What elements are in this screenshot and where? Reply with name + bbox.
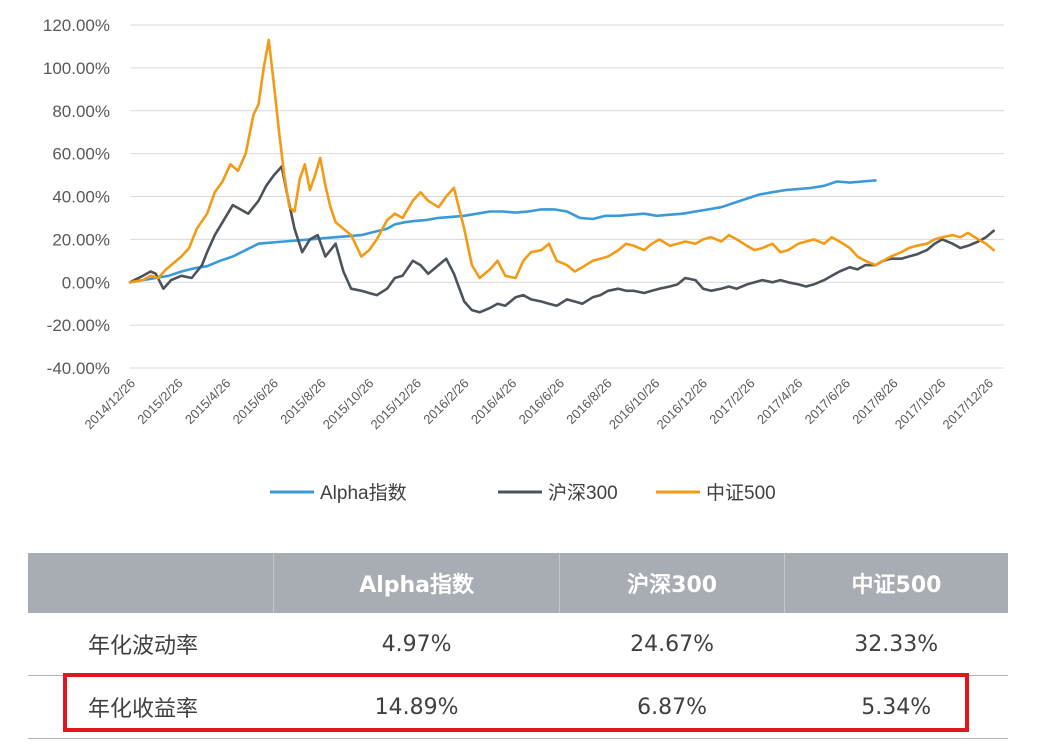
table-cell: 24.67%	[559, 613, 785, 676]
line-chart: 120.00% 100.00% 80.00% 60.00% 40.00% 20.00% 0.…	[43, 16, 1004, 504]
y-tick-label: -40.00%	[47, 359, 110, 378]
x-tick-label: 2015/2/26	[134, 376, 186, 428]
x-tick-label: 2016/4/26	[468, 376, 520, 428]
x-tick-label: 2015/4/26	[182, 376, 234, 428]
x-tick-label: 2015/6/26	[230, 376, 282, 428]
x-tick-label: 2016/2/26	[420, 376, 472, 428]
table-header-hs300: 沪深300	[559, 553, 785, 613]
x-tick-label: 2017/4/26	[754, 376, 806, 428]
y-tick-label: 60.00%	[52, 145, 110, 164]
y-tick-label: 40.00%	[52, 188, 110, 207]
row-label-volatility: 年化波动率	[28, 613, 274, 676]
x-tick-label: 2015/12/26	[367, 376, 424, 433]
x-tick-label: 2014/12/26	[81, 376, 138, 433]
x-tick-label: 2015/10/26	[320, 376, 377, 433]
x-tick-label: 2017/12/26	[939, 376, 996, 433]
table-header-alpha: Alpha指数	[273, 553, 561, 613]
legend-label: 沪深300	[548, 482, 618, 504]
chart-legend: Alpha指数 沪深300 中证500	[270, 482, 776, 504]
y-tick-label: 100.00%	[43, 59, 110, 78]
series-line-2	[128, 38, 995, 284]
x-tick-label: 2016/12/26	[653, 376, 710, 433]
series-line-0	[128, 179, 877, 284]
table-header-corner	[28, 553, 274, 613]
table-row: 年化波动率 4.97% 24.67% 32.33%	[28, 613, 1008, 676]
y-tick-label: 80.00%	[52, 102, 110, 121]
y-tick-label: 120.00%	[43, 16, 110, 35]
x-tick-label: 2017/2/26	[706, 376, 758, 428]
table-header-row: Alpha指数 沪深300 中证500	[28, 553, 1008, 613]
series-line-1	[128, 165, 995, 314]
table-cell: 32.33%	[784, 613, 1008, 676]
stats-table: Alpha指数 沪深300 中证500 年化波动率 4.97% 24.67% 3…	[28, 553, 1008, 739]
x-tick-label: 2017/6/26	[802, 376, 854, 428]
x-tick-label: 2016/6/26	[516, 376, 568, 428]
table-cell: 4.97%	[273, 613, 560, 676]
chart-series	[128, 38, 995, 314]
y-tick-label: 0.00%	[62, 273, 110, 292]
highlight-box	[63, 673, 969, 732]
legend-label: 中证500	[706, 482, 776, 504]
y-axis-ticks: 120.00% 100.00% 80.00% 60.00% 40.00% 20.00% 0.…	[43, 16, 110, 378]
y-tick-label: -20.00%	[47, 316, 110, 335]
table-header-zz500: 中证500	[784, 553, 1008, 613]
x-tick-label: 2016/10/26	[606, 376, 663, 433]
legend-label: Alpha指数	[320, 482, 407, 504]
y-tick-label: 20.00%	[52, 230, 110, 249]
x-tick-label: 2017/10/26	[892, 376, 949, 433]
